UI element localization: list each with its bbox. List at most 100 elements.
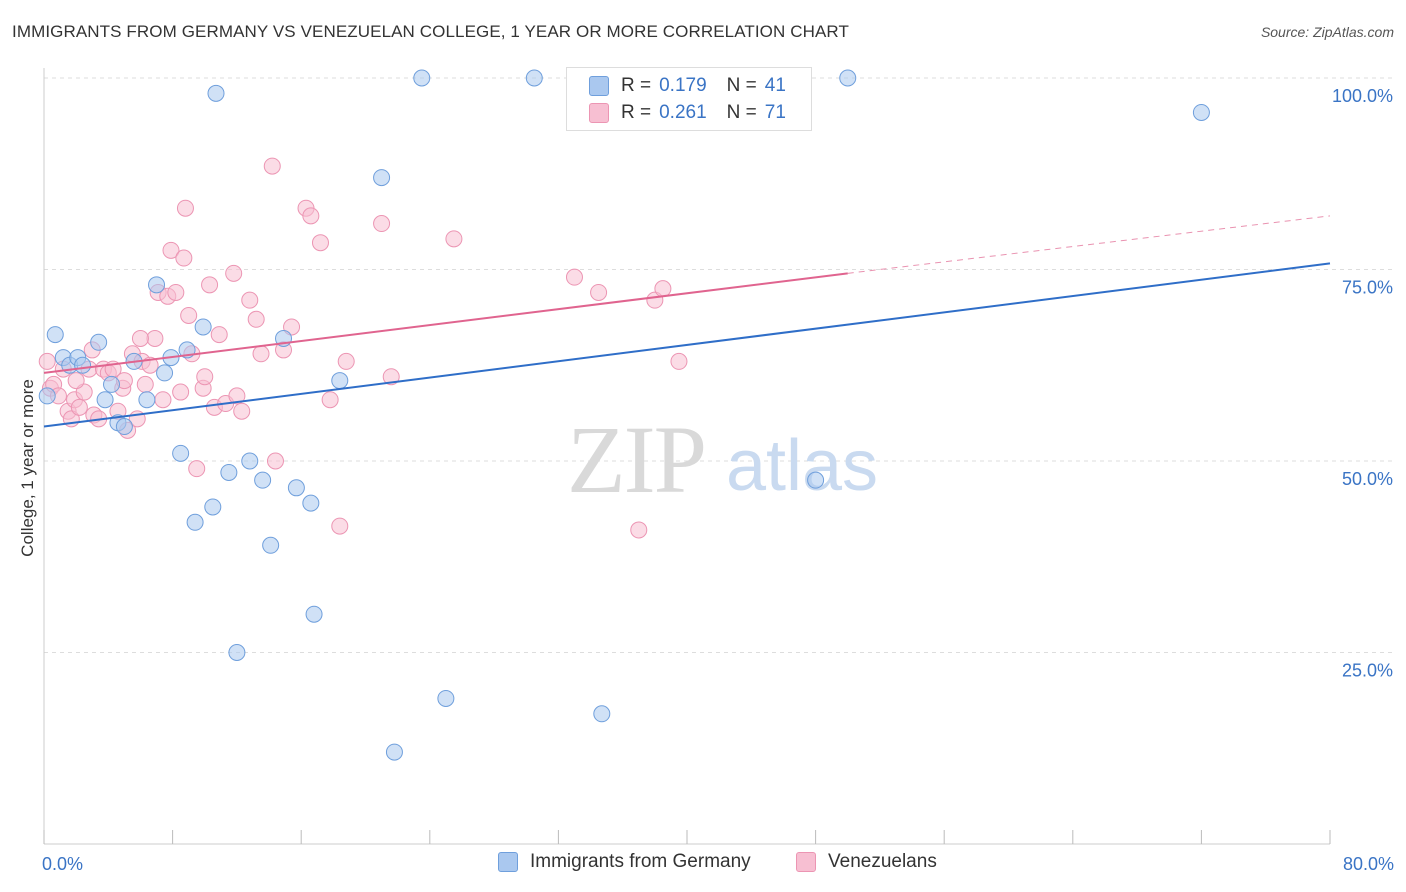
germany-point [204,498,222,516]
y-tick-label: 50.0% [1342,469,1393,489]
venezuelans-point [180,306,198,324]
venezuelans-point [176,199,194,217]
x-tick-label: 0.0% [42,854,83,874]
venezuelans-point [210,326,228,344]
legend-item-germany[interactable]: Immigrants from Germany [498,851,751,873]
venezuelans-point [654,280,672,298]
venezuelans-point [445,230,463,248]
venezuelans-point [146,329,164,347]
venezuelans-point [565,268,583,286]
germany-point [437,689,455,707]
y-tick-label: 25.0% [1342,661,1393,681]
germany-point [385,743,403,761]
legend-label-germany: Immigrants from Germany [530,851,751,872]
germany-point [302,494,320,512]
germany-point [331,372,349,390]
germany-swatch [589,76,609,96]
germany-point [254,471,272,489]
germany-point [287,479,305,497]
venezuelans-point [263,157,281,175]
venezuelans-point [75,383,93,401]
venezuelans-swatch [589,103,609,123]
x-tick-label: 80.0% [1343,854,1394,874]
germany-point [115,418,133,436]
germany-point [172,444,190,462]
germany-point [373,169,391,187]
venezuelans-point [670,352,688,370]
r-label: R = [621,102,652,123]
legend-label-venezuelans: Venezuelans [828,851,937,872]
venezuelans-point [311,234,329,252]
germany-point [186,513,204,531]
r-value: 0.261 [659,102,707,123]
germany-point [96,391,114,409]
venezuelans-trend-line [43,272,848,374]
venezuelans-point [188,460,206,478]
venezuelans-point [38,352,56,370]
germany-point [138,391,156,409]
venezuelans-point [302,207,320,225]
germany-point [593,705,611,723]
watermark-zip: ZIP [567,406,705,513]
venezuelans-point [252,345,270,363]
germany-legend-swatch [498,852,518,872]
venezuelans-point [241,291,259,309]
venezuelans-point [70,398,88,416]
venezuelans-point [266,452,284,470]
venezuelans-point [154,391,172,409]
germany-point [103,375,121,393]
germany-point [90,333,108,351]
venezuelans-trend-extension [847,215,1331,274]
venezuelans-point [382,368,400,386]
venezuelans-point [172,383,190,401]
venezuelans-point [590,283,608,301]
legend-item-venezuelans[interactable]: Venezuelans [796,851,937,873]
venezuelans-point [162,241,180,259]
venezuelans-point [67,372,85,390]
venezuelans-point [247,310,265,328]
y-tick-label: 100.0% [1332,86,1393,106]
n-label: N = [726,102,757,123]
venezuelans-point [321,391,339,409]
germany-point [807,471,825,489]
venezuelans-point [201,276,219,294]
germany-point [839,69,857,87]
r-label: R = [621,75,652,96]
germany-point [241,452,259,470]
venezuelans-legend-swatch [796,852,816,872]
germany-point [74,356,92,374]
germany-trend-line [43,262,1331,428]
y-tick-label: 75.0% [1342,278,1393,298]
y-axis-label: College, 1 year or more [18,379,37,557]
venezuelans-point [373,215,391,233]
germany-point [46,326,64,344]
germany-point [305,605,323,623]
venezuelans-point [167,283,185,301]
tick-labels: 25.0% 50.0% 75.0% 100.0% 0.0% 80.0% [42,86,1394,874]
n-value: 41 [764,75,786,96]
germany-point [148,276,166,294]
germany-points [38,69,1210,761]
venezuelans-point [337,352,355,370]
germany-point [156,364,174,382]
germany-point [194,318,212,336]
chart-title: IMMIGRANTS FROM GERMANY VS VENEZUELAN CO… [12,22,849,41]
venezuelans-point [283,318,301,336]
germany-point [525,69,543,87]
venezuelans-point [196,368,214,386]
axes [43,68,1331,845]
germany-point [262,536,280,554]
venezuelans-point [228,387,246,405]
venezuelans-point [630,521,648,539]
germany-point [413,69,431,87]
germany-point [228,644,246,661]
watermark-atlas: atlas [726,426,878,506]
germany-point [207,84,225,102]
germany-point [220,463,238,481]
stats-legend: R = 0.179 N = 41 R = 0.261 N = 71 [566,67,812,131]
r-value: 0.179 [659,75,707,96]
n-value: 71 [764,102,786,123]
venezuelans-points [38,157,688,539]
germany-point [1192,103,1210,121]
